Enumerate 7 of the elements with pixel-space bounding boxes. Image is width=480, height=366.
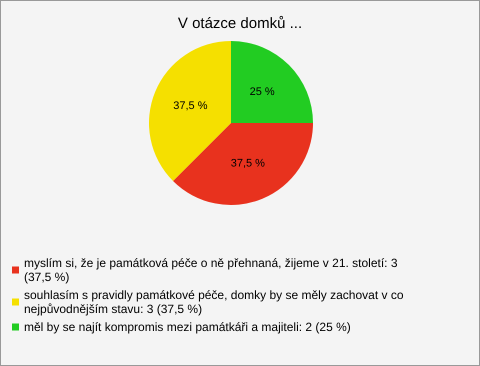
data-label: 37,5 % bbox=[173, 100, 208, 112]
chart-title: V otázce domků ... bbox=[178, 15, 302, 32]
legend-label: souhlasím s pravidly památkové péče, domky by se měly zachovat v co nejpůvodnějším stavu: 3 (37,5 %) bbox=[24, 288, 407, 316]
data-label: 37,5 % bbox=[230, 158, 266, 170]
legend-label: myslím si, že je památková péče o ně přehnaná, žijeme v 21. století: 3 (37,5 %) bbox=[24, 256, 401, 284]
legend-label: měl by se najít kompromis mezi památkáři a majiteli: 2 (25 %) bbox=[24, 320, 351, 334]
data-label: 25 % bbox=[250, 86, 275, 98]
